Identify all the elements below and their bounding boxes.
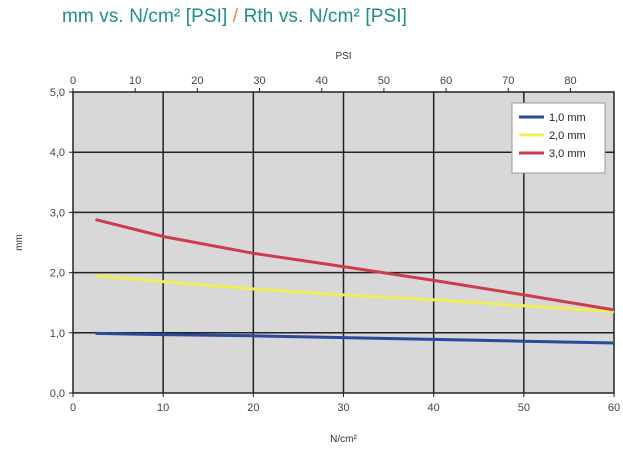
x2-tick-label: 20 xyxy=(191,75,203,87)
x-tick-label: 20 xyxy=(247,402,259,414)
series-line-3 xyxy=(95,218,615,312)
x2-tick-label: 0 xyxy=(70,75,76,87)
y-tick-label: 2,0 xyxy=(50,268,65,280)
y-tick-label: 5,0 xyxy=(50,87,65,99)
y-axis-ticks: 0,0 1,0 2,0 3,0 4,0 5,0 xyxy=(50,87,73,400)
x-tick-label: 50 xyxy=(518,402,530,414)
x-axis-label: N/cm² xyxy=(330,434,357,445)
y-tick-label: 4,0 xyxy=(50,147,65,159)
x-tick-label: 60 xyxy=(608,402,620,414)
chart-title-separator: / xyxy=(232,6,239,27)
legend-label-2: 2,0 mm xyxy=(549,130,586,142)
y-tick-label: 0,0 xyxy=(50,388,65,400)
x2-tick-label: 30 xyxy=(253,75,265,87)
y-axis-label: mm xyxy=(14,234,25,251)
series-line-2 xyxy=(95,274,615,314)
x-tick-label: 40 xyxy=(428,402,440,414)
x-tick-label: 10 xyxy=(157,402,169,414)
x-axis-ticks: 0 10 20 30 40 50 60 xyxy=(70,393,620,414)
x2-tick-label: 80 xyxy=(564,75,576,87)
chart-title: mm vs. N/cm² [PSI] / Rth vs. N/cm² [PSI] xyxy=(62,6,407,28)
x-tick-label: 30 xyxy=(337,402,349,414)
y-tick-label: 3,0 xyxy=(50,207,65,219)
chart-title-part2: Rth vs. N/cm² [PSI] xyxy=(243,6,407,27)
x2-axis-label: PSI xyxy=(335,51,351,62)
legend-label-3: 3,0 mm xyxy=(549,148,586,160)
x2-axis-ticks: 0 10 20 30 40 50 60 70 80 xyxy=(70,75,577,92)
x2-tick-label: 70 xyxy=(502,75,514,87)
x-tick-label: 0 xyxy=(70,402,76,414)
legend: 1,0 mm 2,0 mm 3,0 mm xyxy=(511,102,606,174)
x2-tick-label: 10 xyxy=(129,75,141,87)
y-tick-label: 1,0 xyxy=(50,328,65,340)
x2-tick-label: 40 xyxy=(316,75,328,87)
x2-tick-label: 50 xyxy=(378,75,390,87)
legend-label-1: 1,0 mm xyxy=(549,112,586,124)
series-layer xyxy=(95,218,615,345)
legend-box xyxy=(511,102,606,174)
x2-tick-label: 60 xyxy=(440,75,452,87)
series-line-1 xyxy=(95,331,615,345)
grid-lines xyxy=(73,92,614,393)
chart-title-part1: mm vs. N/cm² [PSI] xyxy=(62,6,228,27)
